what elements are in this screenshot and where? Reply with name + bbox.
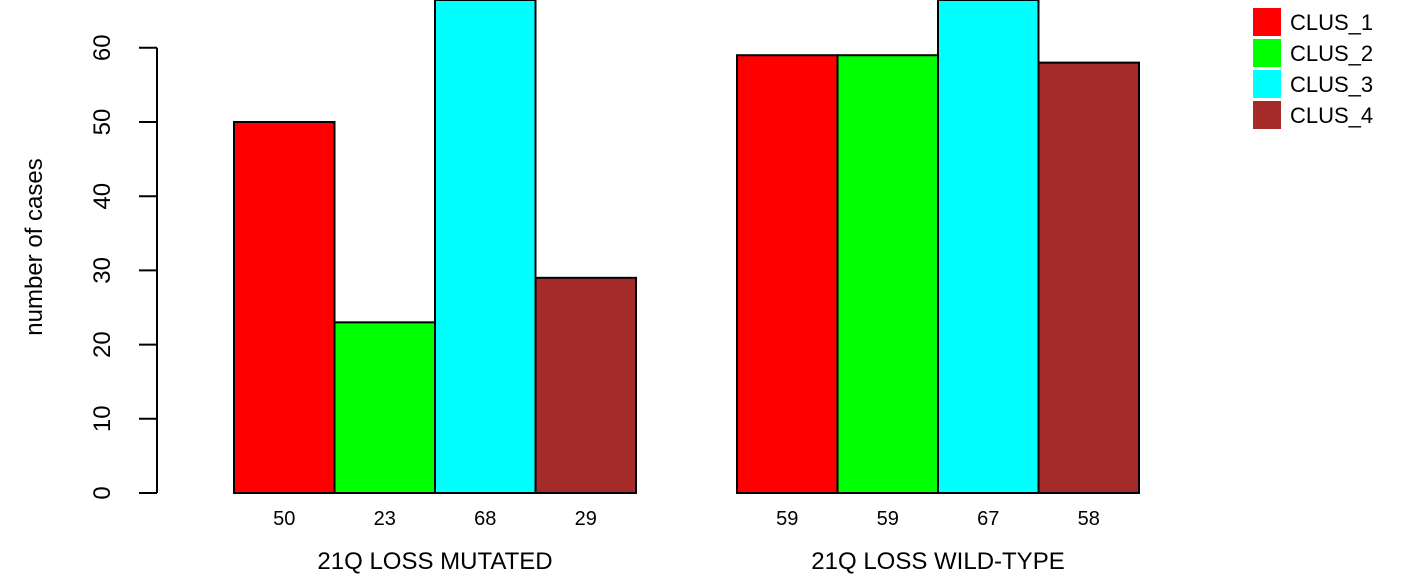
legend-label: CLUS_4 — [1290, 103, 1373, 128]
y-tick-label: 40 — [89, 183, 116, 210]
legend-swatch — [1253, 39, 1281, 67]
legend-label: CLUS_3 — [1290, 72, 1373, 97]
y-tick-label: 0 — [89, 486, 116, 499]
bar-2-clus-1 — [736, 54, 839, 494]
y-tick-label: 60 — [89, 34, 116, 61]
bar-value-label: 59 — [877, 508, 899, 530]
legend: CLUS_1 CLUS_2 CLUS_3 CLUS_4 — [1253, 8, 1373, 129]
bars — [233, 0, 1140, 494]
bar-value-label: 50 — [273, 508, 295, 530]
bar-1-clus-4 — [534, 276, 637, 494]
bar-value-label: 67 — [977, 508, 999, 530]
y-tick-label: 10 — [89, 405, 116, 432]
y-tick-label: 50 — [89, 109, 116, 136]
bar-value-label: 23 — [374, 508, 396, 530]
group-label: 21Q LOSS MUTATED — [317, 548, 552, 575]
legend-label: CLUS_1 — [1290, 10, 1373, 35]
x-labels: 50 23 68 29 21Q LOSS MUTATED 59 59 67 58 21Q LOSS… — [273, 508, 1100, 575]
y-axis-title: number of cases — [21, 158, 48, 335]
group-label: 21Q LOSS WILD-TYPE — [811, 548, 1064, 575]
bar-value-label: 59 — [776, 508, 798, 530]
legend-swatch — [1253, 8, 1281, 36]
bar-value-label: 68 — [474, 508, 496, 530]
legend-swatch — [1253, 101, 1281, 129]
bar-1-clus-2 — [333, 321, 436, 494]
bar-value-label: 29 — [575, 508, 597, 530]
bar-1-clus-1 — [233, 121, 336, 494]
bar-2-clus-4 — [1037, 61, 1140, 494]
bar-value-label: 58 — [1078, 508, 1100, 530]
legend-label: CLUS_2 — [1290, 41, 1373, 66]
bar-1-clus-3 — [434, 0, 537, 494]
legend-swatch — [1253, 70, 1281, 98]
y-tick-label: 30 — [89, 257, 116, 284]
y-tick-label: 20 — [89, 331, 116, 358]
y-axis: 0 10 20 30 40 50 60 — [89, 34, 158, 500]
bar-2-clus-2 — [836, 54, 939, 494]
bar-2-clus-3 — [937, 0, 1040, 494]
